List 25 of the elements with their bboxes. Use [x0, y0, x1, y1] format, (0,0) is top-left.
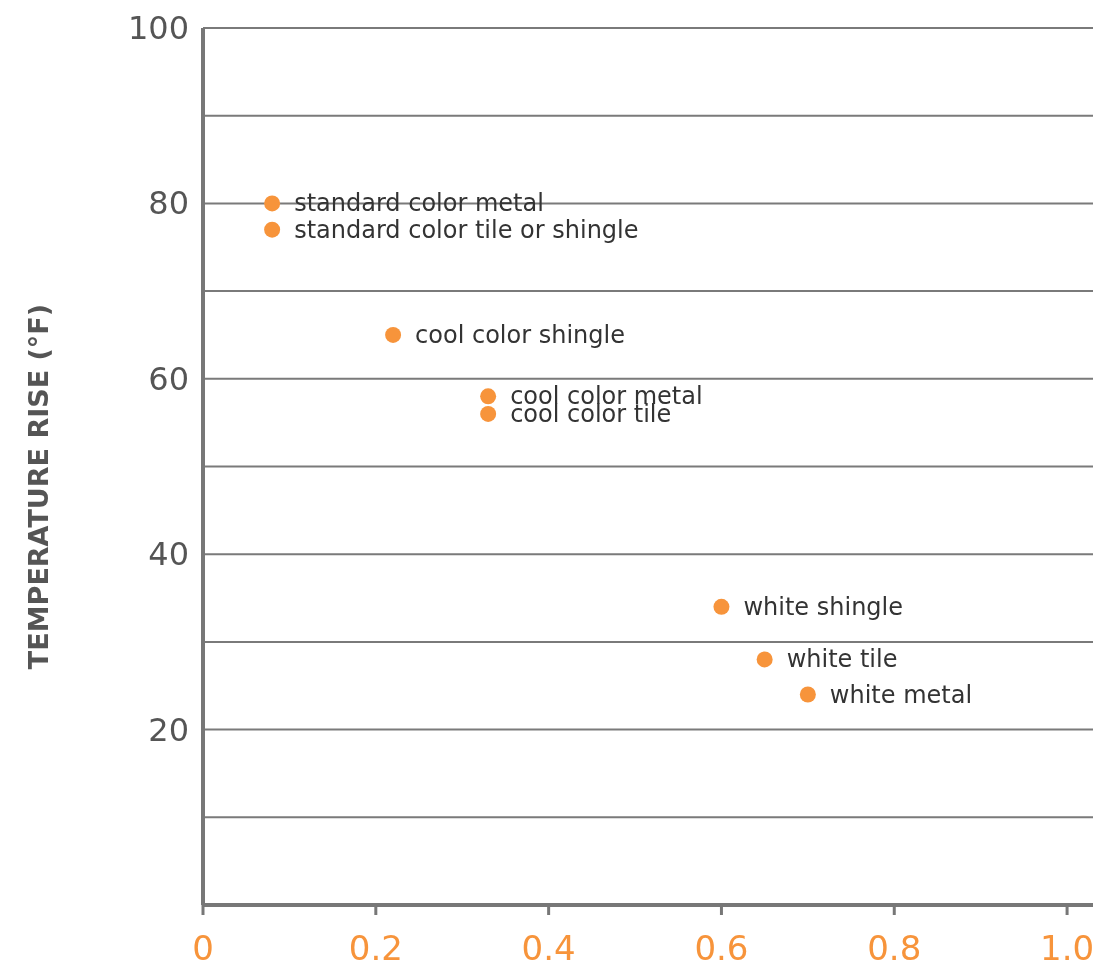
point [264, 221, 281, 238]
annotation: white tile [786, 645, 898, 674]
y-tick-label: 80 [148, 184, 189, 223]
x-tick-label: 0.6 [694, 928, 749, 968]
point [264, 195, 281, 212]
point [385, 326, 402, 343]
point [713, 598, 730, 615]
point [756, 651, 773, 668]
x-tick-label: 0 [192, 928, 214, 968]
y-axis-title: TEMPERATURE RISE (°F) [23, 303, 54, 670]
x-tick-label: 0.4 [521, 928, 576, 968]
x-tick-label: 0.8 [867, 928, 922, 968]
annotation: standard color tile or shingle [294, 215, 639, 244]
x-tick-label: 0.2 [348, 928, 403, 968]
annotation: cool color shingle [415, 320, 625, 349]
y-tick-label: 40 [148, 535, 189, 574]
x-tick-label: 1.0 [1040, 928, 1095, 968]
point [480, 388, 497, 405]
y-tick-label: 20 [148, 710, 189, 749]
point [480, 405, 497, 422]
y-tick-label: 100 [127, 9, 189, 47]
annotation: white metal [829, 680, 973, 709]
y-tick-label: 60 [148, 359, 189, 398]
point [799, 686, 816, 703]
annotation: white shingle [743, 592, 904, 621]
